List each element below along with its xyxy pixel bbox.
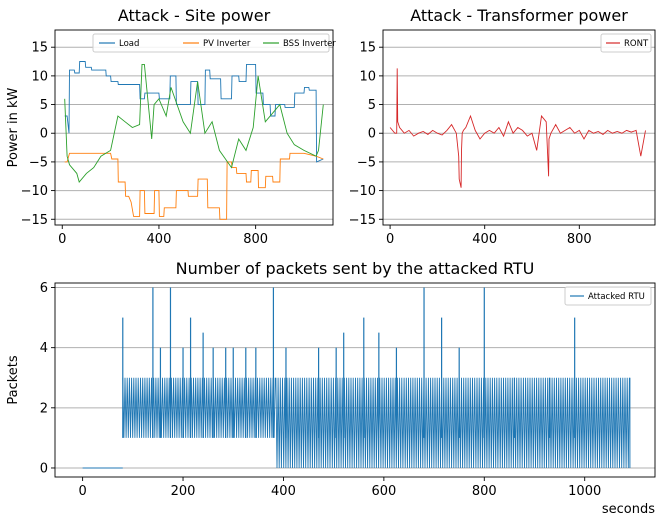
y-tick-label: 10 [359,69,376,84]
x-tick-label: 400 [147,232,172,247]
y-tick-label: 0 [368,127,376,142]
y-tick-label: 0 [40,461,48,476]
series-line-ront [389,68,646,188]
axes-frame [54,29,334,226]
y-tick-label: 10 [31,69,48,84]
legend-label: BSS Inverter [283,39,336,49]
rtu-segment-1 [275,377,630,469]
legend-label: Load [119,39,139,49]
x-tick-label: 0 [386,232,394,247]
axes-frame [382,29,656,226]
y-tick-label: 6 [40,281,48,296]
x-axis-label: seconds [602,502,655,517]
y-tick-label: −5 [29,155,48,170]
legend-box [564,286,652,306]
data-layer [64,61,324,220]
y-tick-label: 5 [40,98,48,113]
x-tick-label: 200 [171,484,196,499]
x-tick-label: 0 [58,232,66,247]
y-tick-label: −15 [21,213,48,228]
y-tick-label: −15 [349,213,376,228]
x-tick-label: 600 [371,484,396,499]
x-tick-label: 1000 [568,484,601,499]
legend-box [600,33,652,53]
x-tick-label: 400 [271,484,296,499]
chart-title: Number of packets sent by the attacked R… [176,259,535,278]
y-tick-label: 2 [40,401,48,416]
y-axis-label: Power in kW [6,87,21,167]
site-power-panel: 0 400 800 −15 −10 −5 0 5 10 15 Attack - Site power… [6,6,336,247]
x-tick-label: 800 [243,232,268,247]
transformer-power-panel: 0 400 800 −15 −10 −5 0 5 10 15 Attack - Transforme… [349,6,656,247]
y-tick-label: 15 [31,41,48,56]
y-tick-label: 0 [40,127,48,142]
series-line-pv-inverter [64,152,324,220]
x-tick-label: 800 [472,484,497,499]
y-tick-label: −10 [21,184,48,199]
x-tick-label: 0 [78,484,86,499]
y-tick-label: 4 [40,341,48,356]
x-tick-label: 400 [472,232,497,247]
chart-title: Attack - Transformer power [410,6,628,25]
x-tick-label: 800 [567,232,592,247]
series-line-load [64,61,324,163]
legend-label: Attacked RTU [588,292,645,302]
legend-label: PV Inverter [203,39,251,49]
series-line-bss-inverter [64,63,324,183]
rtu-packets-panel: 0 200 400 600 800 1000 0 2 4 6 Number of packets s… [6,259,656,517]
legend-box [92,33,330,53]
y-axis-label: Packets [6,355,21,405]
y-tick-label: 15 [359,41,376,56]
y-tick-label: 5 [368,98,376,113]
axes-frame [54,282,656,478]
rtu-segment-0 [122,377,276,438]
y-tick-label: −10 [349,184,376,199]
data-layer [82,287,631,469]
data-layer [389,68,646,188]
legend-label: RONT [624,39,649,49]
y-tick-label: −5 [357,155,376,170]
chart-title: Attack - Site power [118,6,271,25]
